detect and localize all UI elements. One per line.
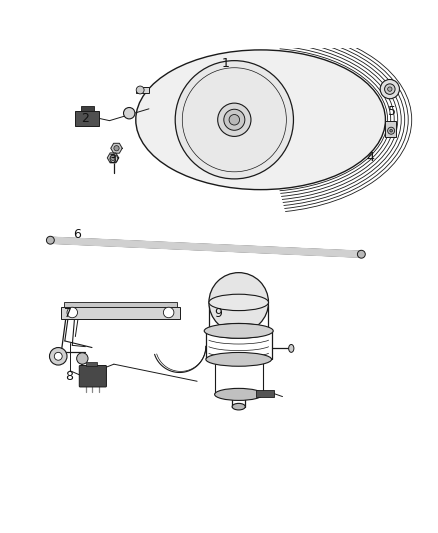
Ellipse shape <box>209 294 268 311</box>
Bar <box>385 120 396 138</box>
Circle shape <box>380 79 399 99</box>
Ellipse shape <box>136 50 385 190</box>
Bar <box>86 362 97 366</box>
Text: 4: 4 <box>366 151 374 164</box>
Text: 8: 8 <box>65 370 73 383</box>
Circle shape <box>110 155 116 160</box>
Ellipse shape <box>206 352 272 366</box>
Circle shape <box>385 84 395 94</box>
Text: 7: 7 <box>64 308 72 320</box>
Circle shape <box>357 251 365 258</box>
Circle shape <box>209 273 268 332</box>
Circle shape <box>46 236 54 244</box>
Text: 5: 5 <box>388 104 396 117</box>
Bar <box>61 307 180 319</box>
Bar <box>64 302 177 307</box>
Circle shape <box>110 155 118 163</box>
Circle shape <box>388 127 395 134</box>
Circle shape <box>114 146 119 151</box>
Ellipse shape <box>289 344 294 352</box>
Text: 6: 6 <box>73 228 81 241</box>
Polygon shape <box>136 87 149 93</box>
Circle shape <box>163 307 174 318</box>
Text: 9: 9 <box>214 308 222 320</box>
Polygon shape <box>107 153 119 163</box>
Text: 2: 2 <box>81 112 89 125</box>
Bar <box>256 391 274 397</box>
Text: 1: 1 <box>222 57 230 70</box>
Circle shape <box>54 352 62 360</box>
Text: 3: 3 <box>108 152 116 166</box>
Circle shape <box>229 115 240 125</box>
Polygon shape <box>50 237 361 257</box>
Ellipse shape <box>215 389 263 400</box>
Circle shape <box>49 348 67 365</box>
Bar <box>81 106 94 111</box>
FancyBboxPatch shape <box>79 366 106 387</box>
Circle shape <box>175 61 293 179</box>
Circle shape <box>67 307 78 318</box>
Circle shape <box>77 353 88 364</box>
Polygon shape <box>111 143 122 153</box>
Ellipse shape <box>204 324 273 338</box>
Bar <box>75 111 99 126</box>
Circle shape <box>224 109 245 130</box>
Circle shape <box>136 86 144 94</box>
Circle shape <box>390 130 392 132</box>
Ellipse shape <box>232 403 245 410</box>
Circle shape <box>388 87 392 91</box>
Ellipse shape <box>209 324 268 338</box>
Circle shape <box>218 103 251 136</box>
Circle shape <box>124 108 135 119</box>
